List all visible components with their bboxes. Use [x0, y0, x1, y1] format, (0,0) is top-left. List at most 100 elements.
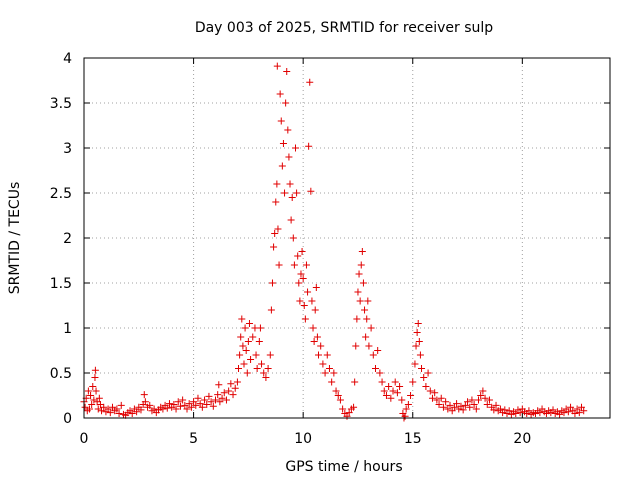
data-point — [352, 342, 360, 350]
data-point — [85, 405, 93, 413]
data-point — [448, 407, 456, 415]
data-point — [311, 306, 319, 314]
data-point — [181, 401, 189, 409]
x-axis-label: GPS time / hours — [285, 459, 402, 475]
data-point — [128, 410, 136, 417]
data-point — [393, 389, 401, 397]
data-point — [207, 398, 215, 406]
data-point — [351, 378, 359, 386]
y-tick-label: 0 — [63, 411, 72, 427]
data-point — [222, 396, 230, 404]
data-point — [479, 387, 487, 395]
data-point — [415, 338, 423, 345]
data-point — [571, 410, 579, 417]
data-point — [194, 394, 202, 402]
data-point — [90, 396, 98, 404]
data-point — [525, 407, 533, 415]
data-point — [293, 189, 301, 197]
data-point — [172, 405, 180, 413]
data-point — [407, 392, 415, 399]
data-point — [371, 365, 379, 372]
data-point — [328, 378, 336, 386]
data-point — [468, 396, 476, 404]
data-points — [80, 62, 588, 422]
data-point — [428, 394, 436, 402]
data-point — [150, 405, 158, 413]
x-tick-label: 15 — [404, 431, 422, 447]
data-point — [464, 398, 472, 406]
data-point — [209, 402, 217, 410]
data-point — [294, 252, 302, 260]
data-point — [578, 403, 586, 411]
data-point — [343, 412, 351, 420]
data-point — [277, 117, 285, 125]
data-point — [137, 406, 145, 414]
data-point — [575, 409, 583, 417]
data-point — [306, 78, 314, 86]
data-point — [297, 270, 305, 278]
data-point — [212, 396, 219, 404]
data-point — [420, 374, 428, 381]
data-point — [364, 297, 372, 305]
data-point — [190, 398, 198, 406]
data-point — [362, 333, 370, 341]
data-point — [256, 324, 264, 332]
data-point — [242, 347, 250, 354]
y-tick-label: 1 — [63, 321, 72, 337]
data-point — [179, 396, 187, 404]
data-point — [285, 153, 293, 161]
data-point — [239, 342, 247, 350]
data-point — [192, 401, 200, 409]
data-point — [272, 198, 280, 206]
data-point — [363, 315, 371, 323]
data-point — [100, 403, 108, 411]
x-tick-label: 5 — [189, 431, 198, 447]
data-point — [560, 409, 568, 417]
data-point — [282, 99, 290, 107]
data-point — [416, 351, 424, 359]
data-point — [287, 216, 295, 224]
data-point — [376, 369, 384, 377]
data-point — [357, 261, 365, 269]
data-point — [227, 380, 235, 388]
data-point — [422, 383, 430, 390]
data-point — [273, 62, 281, 70]
data-point — [146, 401, 154, 409]
data-point — [98, 407, 106, 415]
data-point — [387, 394, 395, 402]
data-point — [270, 243, 278, 251]
data-point — [245, 320, 253, 327]
data-point — [94, 405, 102, 413]
data-point — [385, 383, 393, 390]
y-axis-label: SRMTID / TECUs — [7, 182, 23, 295]
data-point — [243, 369, 251, 377]
x-tick-label: 10 — [294, 431, 312, 447]
data-point — [490, 406, 498, 414]
data-point — [319, 360, 327, 368]
data-point — [426, 387, 434, 395]
data-point — [315, 351, 323, 359]
chart-title: Day 003 of 2025, SRMTID for receiver sul… — [195, 20, 493, 36]
data-point — [431, 389, 439, 397]
data-point — [309, 324, 317, 332]
y-tick-label: 3 — [63, 141, 72, 157]
data-point — [353, 315, 361, 323]
data-point — [235, 365, 243, 372]
data-point — [258, 360, 266, 368]
data-point — [299, 275, 307, 282]
data-point — [453, 400, 461, 408]
data-point — [401, 412, 409, 420]
data-point — [437, 394, 445, 402]
data-point — [262, 374, 270, 381]
data-point — [361, 306, 369, 314]
data-point — [229, 391, 237, 399]
y-tick-label: 0.5 — [50, 366, 72, 382]
data-point — [176, 402, 184, 410]
data-point — [296, 297, 304, 305]
data-point — [183, 405, 191, 413]
data-point — [286, 180, 294, 188]
data-point — [483, 401, 491, 408]
data-point — [404, 401, 412, 408]
data-point — [411, 360, 419, 368]
data-point — [330, 369, 338, 377]
